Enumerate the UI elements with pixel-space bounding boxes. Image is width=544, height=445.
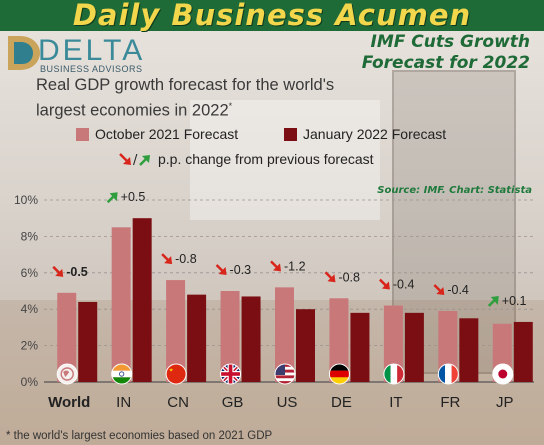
bar-in-october [111, 227, 131, 382]
bars [57, 218, 533, 382]
headline-line-2: Forecast for 2022 [361, 53, 530, 73]
down-arrow-icon [379, 278, 390, 290]
y-tick-label: 6% [21, 266, 39, 280]
change-label: -1.2 [284, 259, 306, 273]
footnote: * the world's largest economies based on… [6, 430, 273, 442]
change-label: -0.4 [447, 283, 469, 297]
y-axis: 0% 2% 4% 6% 8% 10% [14, 193, 38, 389]
headline-line-1: IMF Cuts Growth [370, 32, 530, 52]
x-tick-label: US [277, 394, 298, 411]
x-tick-label: World [48, 394, 90, 411]
x-tick-label: IT [389, 394, 402, 411]
change-label: -0.8 [338, 270, 360, 284]
x-tick-label: JP [496, 394, 514, 411]
bar-cn-october [166, 280, 186, 382]
legend-label-october: October 2021 Forecast [95, 126, 239, 142]
x-tick-label: DE [331, 394, 352, 411]
india-flag-icon [111, 363, 133, 385]
globe-icon [56, 363, 78, 385]
change-label: -0.5 [66, 265, 88, 279]
y-tick-label: 8% [21, 229, 39, 243]
germany-flag-icon [328, 363, 350, 385]
bar-fr-october [438, 311, 458, 382]
flags [56, 363, 514, 385]
legend-change-label: p.p. change from previous forecast [158, 151, 374, 167]
down-arrow-icon [215, 264, 227, 275]
down-arrow-icon [270, 260, 281, 272]
title-footnote-marker: * [228, 101, 233, 111]
delta-logo-icon [8, 36, 40, 70]
bar-us-january [296, 309, 315, 382]
up-arrow-icon [106, 192, 118, 204]
down-arrow-icon [52, 265, 64, 277]
y-tick-label: 2% [21, 339, 39, 353]
italy-flag-icon [383, 363, 405, 385]
legend-swatch-october [76, 128, 89, 141]
legend-down-arrow-icon [119, 153, 131, 165]
bar-us-october [275, 287, 294, 382]
bar-de-october [329, 298, 349, 382]
chart-title-line-1: Real GDP growth forecast for the world's [36, 76, 335, 94]
bar-it-october [383, 305, 403, 382]
down-arrow-icon [433, 284, 445, 296]
bar-jp-january [513, 321, 533, 382]
france-flag-icon [437, 363, 459, 385]
chart-title-line-2: largest economies in 2022* [36, 96, 406, 122]
change-labels: -0.5 +0.5 -0.8 -0.3 -1.2 -0.8 -0.4 -0.4 +0.1 [52, 190, 527, 308]
us-flag-icon [274, 363, 296, 385]
logo-wordmark: DELTA [38, 34, 146, 67]
bar-gb-october [220, 291, 240, 382]
headline: IMF Cuts Growth Forecast for 2022 [362, 32, 530, 74]
x-tick-label: GB [222, 394, 244, 411]
down-arrow-icon [324, 271, 336, 283]
legend-arrows: / [119, 153, 150, 168]
bar-cn-january [187, 294, 207, 382]
china-flag-icon [165, 363, 187, 385]
bar-de-january [350, 312, 370, 382]
japan-flag-icon [492, 363, 514, 385]
chart-source: Source: IMF. Chart: Statista [377, 185, 532, 196]
bar-world-october [57, 292, 77, 382]
chart-title: Real GDP growth forecast for the world's… [36, 75, 406, 122]
change-label: -0.3 [230, 263, 252, 277]
x-tick-label: IN [116, 394, 131, 411]
bar-in-january [132, 218, 152, 382]
legend-arrow-separator: / [133, 153, 138, 168]
change-label: +0.5 [121, 190, 146, 204]
x-tick-label: FR [440, 394, 460, 411]
banner: Daily Business Acumen [0, 0, 544, 32]
change-label: +0.1 [502, 294, 527, 308]
legend-swatch-january [284, 128, 297, 141]
y-tick-label: 0% [21, 375, 39, 389]
y-tick-label: 4% [21, 302, 39, 316]
bar-fr-january [459, 318, 479, 382]
bar-gb-january [241, 296, 261, 382]
chart-title-line-2-text: largest economies in 2022 [36, 101, 229, 120]
bar-it-january [404, 312, 424, 382]
logo-subtitle: BUSINESS ADVISORS [40, 64, 143, 74]
up-arrow-icon [487, 295, 499, 307]
banner-title: Daily Business Acumen [72, 0, 472, 32]
x-axis: World IN CN GB US DE IT FR JP [48, 394, 513, 411]
down-arrow-icon [161, 253, 173, 265]
legend-label-january: January 2022 Forecast [303, 126, 447, 142]
change-label: -0.4 [393, 278, 415, 292]
legend-up-arrow-icon [139, 155, 150, 166]
y-tick-label: 10% [14, 193, 38, 207]
x-tick-label: CN [167, 394, 189, 411]
uk-flag-icon [220, 363, 242, 385]
change-label: -0.8 [175, 252, 197, 266]
bar-world-january [78, 301, 98, 382]
